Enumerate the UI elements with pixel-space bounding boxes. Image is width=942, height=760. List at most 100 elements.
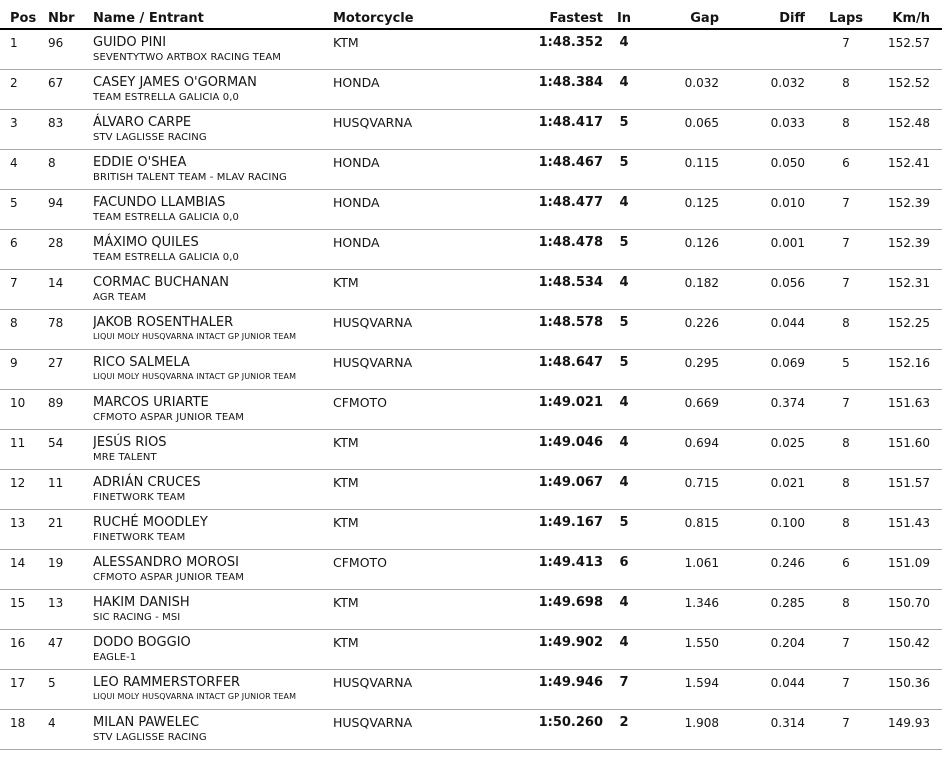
cell-motorcycle: KTM (333, 635, 359, 650)
cell-team-name: FINETWORK TEAM (93, 532, 186, 543)
cell-fastest-lap: 1:49.946 (538, 675, 603, 690)
cell-race-number: 54 (48, 436, 64, 450)
cell-fastest-lap: 1:49.067 (538, 475, 603, 490)
cell-position: 8 (10, 316, 18, 330)
cell-rider-name: DODO BOGGIO (93, 635, 191, 650)
cell-in-lap: 4 (619, 195, 629, 210)
table-row: 5 94 FACUNDO LLAMBIAS HONDA 1:48.477 4 0… (0, 190, 942, 230)
cell-team-name: TEAM ESTRELLA GALICIA 0,0 (93, 252, 239, 263)
cell-fastest-lap: 1:49.902 (538, 635, 603, 650)
cell-position: 3 (10, 116, 18, 130)
cell-laps: 8 (842, 116, 850, 130)
table-row: 4 8 EDDIE O'SHEA HONDA 1:48.467 5 0.115 … (0, 150, 942, 190)
cell-fastest-lap: 1:49.046 (538, 435, 603, 450)
cell-rider-name: CASEY JAMES O'GORMAN (93, 75, 257, 90)
column-header-kmh: Km/h (887, 11, 942, 30)
cell-race-number: 8 (48, 156, 56, 170)
rider-team-row: CFMOTO ASPAR JUNIOR TEAM (0, 412, 942, 430)
table-row: 16 47 DODO BOGGIO KTM 1:49.902 4 1.550 0… (0, 630, 942, 670)
cell-gap: 0.065 (684, 116, 719, 130)
cell-fastest-lap: 1:49.167 (538, 515, 603, 530)
table-row: 6 28 MÁXIMO QUILES HONDA 1:48.478 5 0.12… (0, 230, 942, 270)
cell-diff: 0.033 (770, 116, 805, 130)
cell-position: 6 (10, 236, 18, 250)
cell-team-name: BRITISH TALENT TEAM - MLAV RACING (93, 172, 287, 183)
cell-diff: 0.204 (770, 636, 805, 650)
cell-in-lap: 2 (619, 715, 629, 730)
rider-main-row: 7 14 CORMAC BUCHANAN KTM 1:48.534 4 0.18… (0, 270, 942, 293)
cell-gap: 1.908 (684, 716, 719, 730)
cell-laps: 8 (842, 476, 850, 490)
rider-main-row: 13 21 RUCHÉ MOODLEY KTM 1:49.167 5 0.815… (0, 510, 942, 533)
cell-kmh: 151.60 (888, 436, 930, 450)
rider-team-row: SEVENTYTWO ARTBOX RACING TEAM (0, 52, 942, 70)
cell-in-lap: 5 (619, 315, 629, 330)
cell-gap: 0.815 (684, 516, 719, 530)
cell-position: 10 (10, 396, 26, 410)
table-row: 1 96 GUIDO PINI KTM 1:48.352 4 7 152.57 … (0, 29, 942, 70)
cell-team-name: MRE TALENT (93, 452, 157, 463)
cell-fastest-lap: 1:49.021 (538, 395, 603, 410)
cell-team-name: STV LAGLISSE RACING (93, 132, 207, 143)
cell-motorcycle: CFMOTO (333, 555, 388, 570)
column-header-pos: Pos (0, 11, 48, 30)
cell-team-name: FINETWORK TEAM (93, 492, 186, 503)
cell-kmh: 151.43 (888, 516, 930, 530)
table-row: 7 14 CORMAC BUCHANAN KTM 1:48.534 4 0.18… (0, 270, 942, 310)
column-header-laps: Laps (805, 11, 887, 30)
cell-laps: 5 (842, 356, 850, 370)
cell-position: 1 (10, 36, 18, 50)
cell-gap: 0.182 (684, 276, 719, 290)
cell-rider-name: ADRIÁN CRUCES (93, 475, 201, 490)
cell-kmh: 152.39 (888, 196, 930, 210)
cell-kmh: 150.70 (888, 596, 930, 610)
column-header-diff: Diff (719, 11, 805, 30)
cell-diff: 0.056 (770, 276, 805, 290)
cell-in-lap: 5 (619, 115, 629, 130)
table-row: 10 89 MARCOS URIARTE CFMOTO 1:49.021 4 0… (0, 390, 942, 430)
cell-kmh: 152.25 (888, 316, 930, 330)
cell-race-number: 78 (48, 316, 64, 330)
cell-position: 7 (10, 276, 18, 290)
rider-team-row: STV LAGLISSE RACING (0, 732, 942, 750)
cell-gap: 0.295 (684, 356, 719, 370)
cell-race-number: 27 (48, 356, 64, 370)
rider-main-row: 17 5 LEO RAMMERSTORFER HUSQVARNA 1:49.94… (0, 670, 942, 693)
cell-laps: 7 (842, 236, 850, 250)
cell-in-lap: 4 (619, 75, 629, 90)
cell-laps: 7 (842, 676, 850, 690)
cell-fastest-lap: 1:49.413 (538, 555, 603, 570)
rider-team-row: FINETWORK TEAM (0, 492, 942, 510)
cell-motorcycle: HUSQVARNA (333, 115, 413, 130)
cell-team-name: EAGLE-1 (93, 652, 137, 663)
rider-main-row: 3 83 ÁLVARO CARPE HUSQVARNA 1:48.417 5 0… (0, 110, 942, 133)
cell-fastest-lap: 1:48.352 (538, 35, 603, 50)
cell-team-name: LIQUI MOLY HUSQVARNA INTACT GP JUNIOR TE… (93, 332, 297, 341)
cell-diff: 0.246 (770, 556, 805, 570)
cell-diff: 0.025 (770, 436, 805, 450)
cell-rider-name: JESÚS RIOS (93, 435, 167, 450)
cell-gap: 0.125 (684, 196, 719, 210)
cell-team-name: TEAM ESTRELLA GALICIA 0,0 (93, 92, 239, 103)
rider-team-row: LIQUI MOLY HUSQVARNA INTACT GP JUNIOR TE… (0, 332, 942, 350)
column-header-fastest: Fastest (470, 11, 603, 30)
cell-in-lap: 6 (619, 555, 629, 570)
cell-in-lap: 5 (619, 355, 629, 370)
cell-rider-name: MÁXIMO QUILES (93, 235, 199, 250)
cell-laps: 7 (842, 36, 850, 50)
rider-main-row: 6 28 MÁXIMO QUILES HONDA 1:48.478 5 0.12… (0, 230, 942, 253)
rider-team-row: LIQUI MOLY HUSQVARNA INTACT GP JUNIOR TE… (0, 692, 942, 710)
cell-rider-name: CORMAC BUCHANAN (93, 275, 229, 290)
table-row: 11 54 JESÚS RIOS KTM 1:49.046 4 0.694 0.… (0, 430, 942, 470)
rider-main-row: 11 54 JESÚS RIOS KTM 1:49.046 4 0.694 0.… (0, 430, 942, 453)
cell-laps: 7 (842, 396, 850, 410)
cell-gap: 0.032 (684, 76, 719, 90)
cell-gap: 1.550 (684, 636, 719, 650)
cell-kmh: 152.39 (888, 236, 930, 250)
cell-race-number: 11 (48, 476, 64, 490)
cell-gap: 1.594 (684, 676, 719, 690)
cell-in-lap: 5 (619, 235, 629, 250)
table-row: 9 27 RICO SALMELA HUSQVARNA 1:48.647 5 0… (0, 350, 942, 390)
cell-diff (719, 29, 805, 52)
cell-rider-name: ALESSANDRO MOROSI (93, 555, 239, 570)
